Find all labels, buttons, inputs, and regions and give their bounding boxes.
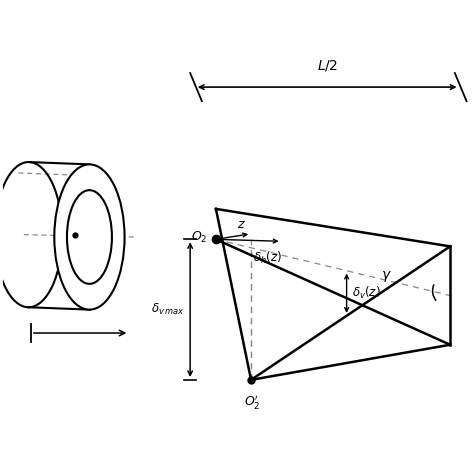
Text: $\gamma$: $\gamma$	[382, 269, 392, 284]
Ellipse shape	[55, 164, 125, 310]
Text: $\delta_h(z)$: $\delta_h(z)$	[254, 250, 283, 266]
Text: $O_2$: $O_2$	[191, 229, 208, 245]
Text: $\delta_{v\,max}$: $\delta_{v\,max}$	[151, 302, 184, 317]
Text: $z$: $z$	[237, 218, 246, 231]
Text: $L/2$: $L/2$	[317, 58, 338, 73]
Text: $O_1$: $O_1$	[63, 196, 79, 211]
Text: $O_2'$: $O_2'$	[244, 393, 261, 411]
Text: $\delta_v(z)$: $\delta_v(z)$	[352, 285, 381, 301]
